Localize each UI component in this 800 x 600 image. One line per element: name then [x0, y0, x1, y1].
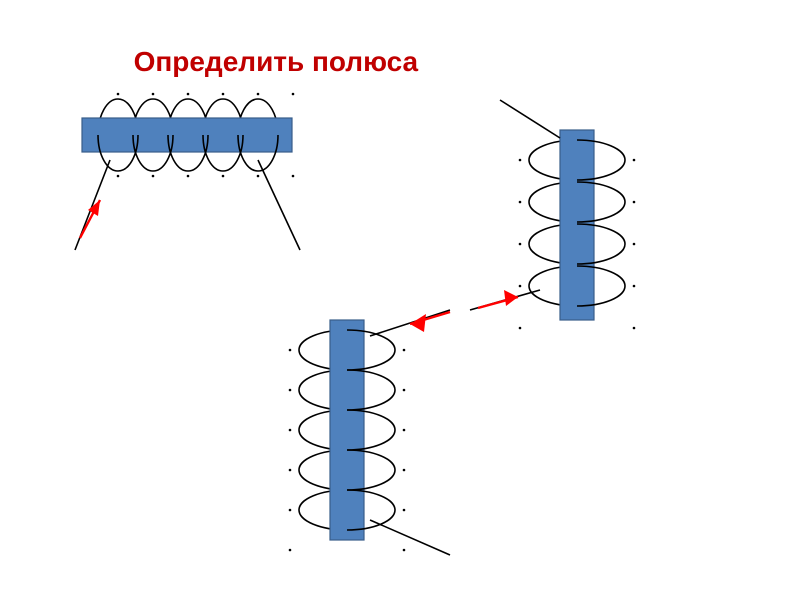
field-dot: [519, 159, 522, 162]
field-dot: [289, 509, 292, 512]
lead-out: [258, 160, 300, 250]
field-dot: [289, 549, 292, 552]
field-dot: [403, 469, 406, 472]
field-dot: [519, 327, 522, 330]
field-dot: [257, 175, 260, 178]
field-dot: [289, 349, 292, 352]
coil-3: [289, 310, 450, 555]
field-dot: [257, 93, 260, 96]
field-dot: [403, 429, 406, 432]
field-dot: [633, 201, 636, 204]
field-dot: [633, 159, 636, 162]
field-dot: [633, 327, 636, 330]
field-dot: [633, 243, 636, 246]
core-bar: [330, 320, 364, 540]
field-dot: [222, 93, 225, 96]
field-dot: [519, 201, 522, 204]
field-dot: [289, 469, 292, 472]
field-dot: [117, 93, 120, 96]
field-dot: [519, 243, 522, 246]
field-dot: [152, 93, 155, 96]
lead-out: [500, 100, 560, 138]
field-dot: [292, 93, 295, 96]
field-dot: [117, 175, 120, 178]
field-dot: [519, 285, 522, 288]
field-dot: [403, 549, 406, 552]
diagram-canvas: [0, 0, 800, 600]
core-bar: [82, 118, 292, 152]
current-arrow-head: [504, 290, 518, 306]
field-dot: [187, 175, 190, 178]
field-dot: [633, 285, 636, 288]
lead-out: [370, 520, 450, 555]
field-dot: [403, 389, 406, 392]
field-dot: [152, 175, 155, 178]
field-dot: [222, 175, 225, 178]
current-arrow-head: [410, 314, 426, 332]
field-dot: [289, 389, 292, 392]
coil-2: [470, 100, 635, 329]
field-dot: [292, 175, 295, 178]
field-dot: [187, 93, 190, 96]
field-dot: [289, 429, 292, 432]
field-dot: [403, 509, 406, 512]
coil-1: [75, 93, 300, 250]
field-dot: [403, 349, 406, 352]
